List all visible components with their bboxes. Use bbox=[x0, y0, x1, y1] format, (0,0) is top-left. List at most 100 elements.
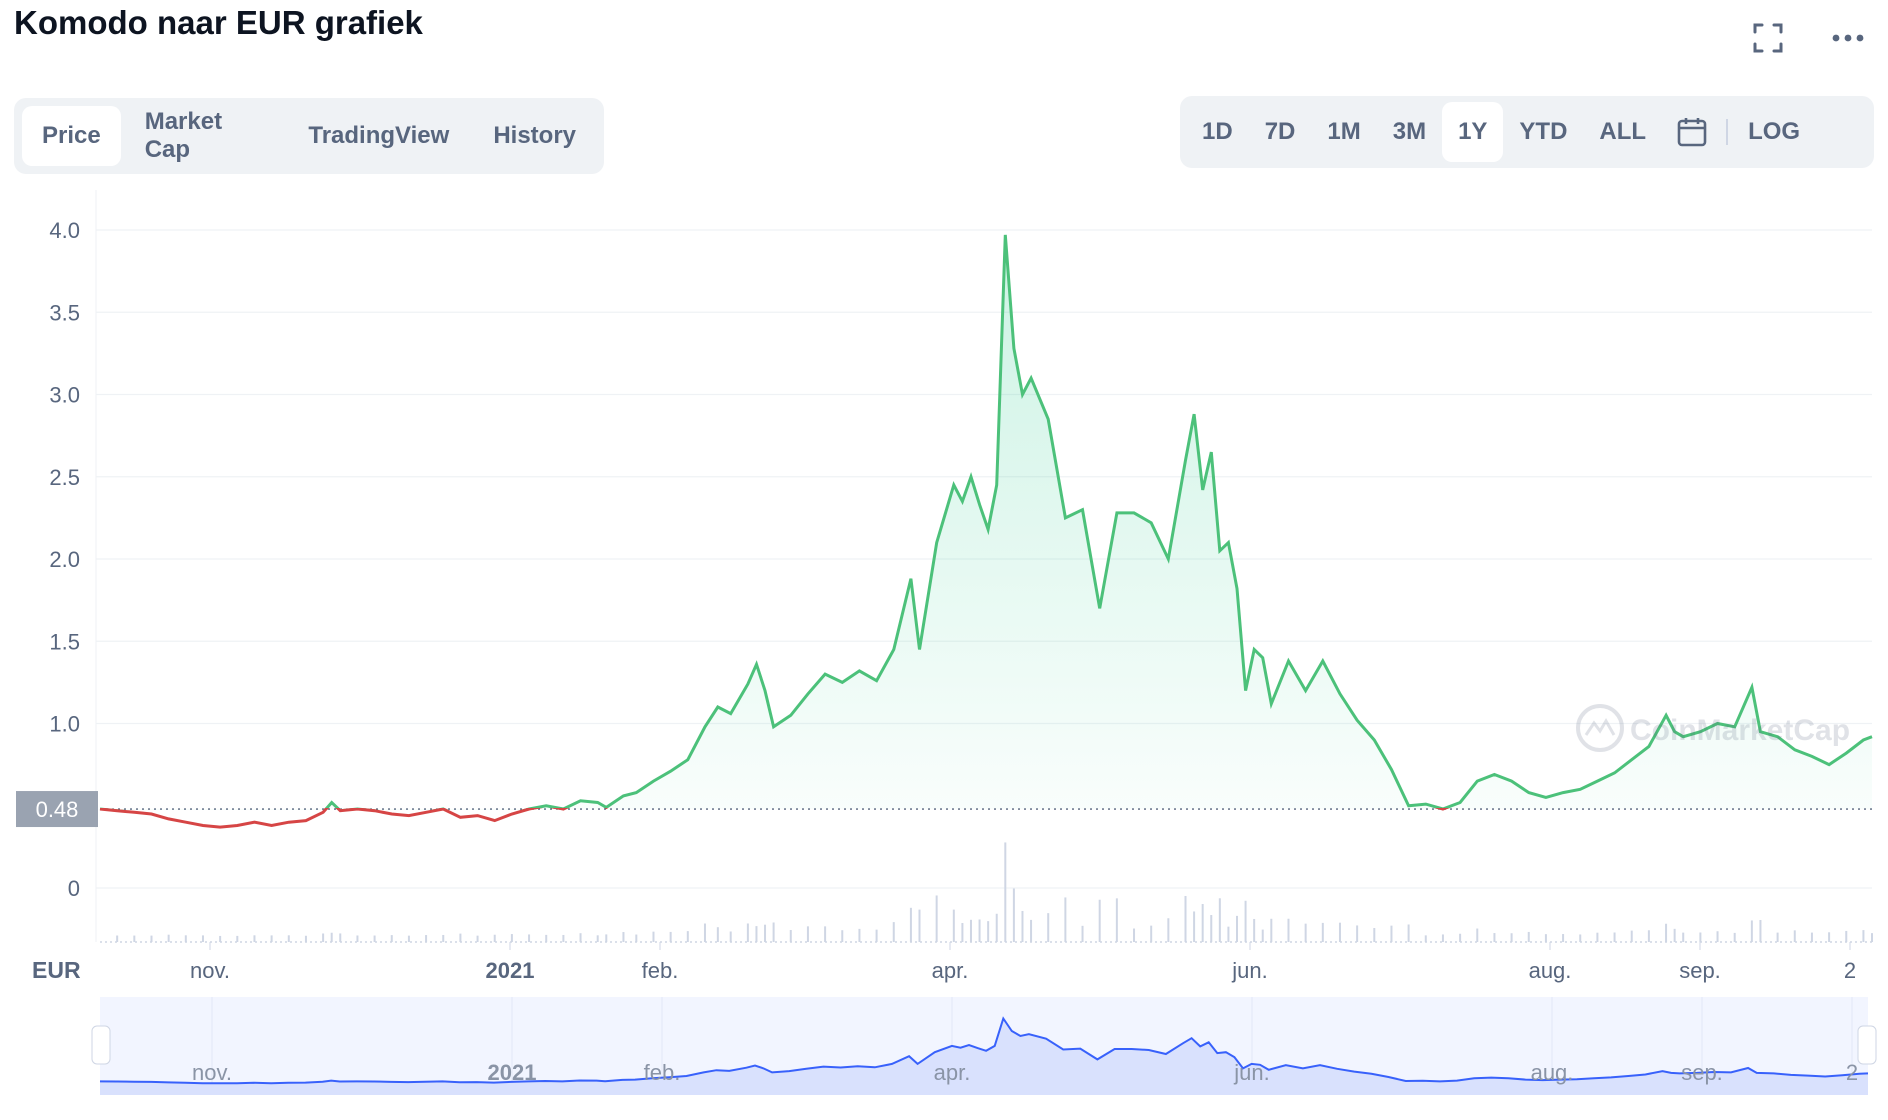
volume-bar bbox=[635, 934, 638, 942]
navigator-tick-label: apr. bbox=[934, 1060, 971, 1085]
volume-bar bbox=[1133, 928, 1136, 942]
fullscreen-icon[interactable] bbox=[1748, 18, 1788, 58]
volume-bar bbox=[1227, 926, 1230, 942]
volume-bar bbox=[789, 929, 792, 942]
volume-bar bbox=[978, 919, 981, 942]
range-all[interactable]: ALL bbox=[1599, 118, 1647, 145]
range-1y[interactable]: 1Y bbox=[1442, 102, 1504, 162]
volume-bar bbox=[1776, 932, 1779, 942]
volume-bar bbox=[1596, 932, 1599, 942]
volume-bar bbox=[1750, 920, 1753, 942]
volume-bar bbox=[1115, 898, 1118, 942]
price-area bbox=[100, 234, 1872, 811]
volume-bar bbox=[1562, 934, 1565, 942]
y-tick-label: 3.0 bbox=[49, 383, 80, 408]
navigator-tick-label: 2021 bbox=[488, 1060, 537, 1085]
volume-bar bbox=[1527, 931, 1530, 942]
range-3m[interactable]: 3M bbox=[1392, 118, 1427, 145]
range-1m[interactable]: 1M bbox=[1327, 118, 1361, 145]
volume-bar bbox=[1682, 932, 1685, 942]
volume-bar bbox=[562, 934, 565, 942]
volume-bar bbox=[304, 935, 307, 942]
x-tick-label: sep. bbox=[1679, 958, 1721, 983]
volume-bar bbox=[1665, 923, 1668, 942]
range-selector: 1D 7D 1M 3M 1Y YTD ALL LOG bbox=[1180, 96, 1874, 168]
volume-bar bbox=[1647, 930, 1650, 942]
x-tick-label: feb. bbox=[642, 958, 679, 983]
volume-bar bbox=[150, 935, 153, 942]
volume-bar bbox=[1098, 899, 1101, 942]
volume-bar bbox=[909, 907, 912, 942]
volume-bar bbox=[493, 934, 496, 942]
volume-bar bbox=[133, 935, 136, 942]
volume-bar bbox=[716, 927, 719, 942]
volume-bar bbox=[1210, 915, 1213, 942]
volume-bar bbox=[1630, 930, 1633, 942]
volume-bar bbox=[875, 929, 878, 942]
volume-bar bbox=[545, 934, 548, 942]
x-tick-label: jun. bbox=[1231, 958, 1267, 983]
volume-bar bbox=[1081, 925, 1084, 942]
tab-history[interactable]: History bbox=[493, 122, 576, 149]
tab-tradingview[interactable]: TradingView bbox=[308, 122, 450, 149]
price-line-above bbox=[99, 234, 1873, 811]
volume-bar bbox=[1184, 895, 1187, 942]
volume-bar bbox=[1579, 934, 1582, 942]
navigator-area bbox=[100, 1018, 1868, 1095]
range-divider bbox=[1726, 119, 1729, 145]
volume-bar bbox=[961, 923, 964, 942]
volume-bar bbox=[1321, 922, 1324, 942]
volume-bar bbox=[1733, 932, 1736, 942]
navigator-tick-label: sep. bbox=[1681, 1060, 1723, 1085]
volume-bar bbox=[1193, 911, 1196, 942]
volume-bar bbox=[1356, 925, 1359, 942]
volume-bar bbox=[1459, 933, 1462, 942]
header-actions bbox=[1748, 18, 1868, 58]
volume-bar bbox=[1021, 910, 1024, 942]
navigator-tick-label: jun. bbox=[1233, 1060, 1269, 1085]
volume-bar bbox=[669, 931, 672, 942]
volume-bar bbox=[1699, 932, 1702, 942]
volume-bar bbox=[1201, 904, 1204, 942]
volume-bar bbox=[969, 919, 972, 942]
volume-bar bbox=[253, 935, 256, 942]
volume-bar bbox=[1270, 918, 1273, 942]
volume-bar bbox=[116, 935, 119, 942]
tab-price[interactable]: Price bbox=[22, 106, 121, 166]
volume-bar bbox=[330, 932, 333, 942]
volume-bar bbox=[1235, 915, 1238, 942]
volume-bar bbox=[184, 935, 187, 942]
volume-bar bbox=[1828, 932, 1831, 942]
volume-bar bbox=[1510, 933, 1513, 942]
volume-bar bbox=[1845, 930, 1848, 942]
range-1d[interactable]: 1D bbox=[1202, 118, 1233, 145]
navigator-handle-right[interactable] bbox=[1857, 1025, 1877, 1065]
volume-bar bbox=[729, 931, 732, 942]
volume-bar bbox=[987, 921, 990, 942]
y-tick-label: 2.0 bbox=[49, 547, 80, 572]
volume-bar bbox=[1047, 913, 1050, 942]
volume-bar bbox=[596, 935, 599, 942]
navigator-ticks: nov. 2021 feb. apr. jun. aug. sep. 2 bbox=[192, 1060, 1858, 1085]
volume-bar bbox=[1064, 897, 1067, 942]
log-toggle-button[interactable]: LOG bbox=[1748, 118, 1801, 145]
currency-label: EUR bbox=[32, 957, 81, 983]
volume-bar bbox=[356, 935, 359, 942]
volume-bar bbox=[1244, 900, 1247, 942]
x-tick-label: aug. bbox=[1529, 958, 1572, 983]
range-7d[interactable]: 7D bbox=[1264, 118, 1296, 145]
volume-bar bbox=[746, 923, 749, 942]
reference-badge: 0.48 bbox=[16, 791, 98, 828]
volume-bar bbox=[1673, 928, 1676, 942]
volume-bar bbox=[1261, 929, 1264, 942]
watermark-logo: CoinMarketCap bbox=[1576, 704, 1850, 752]
tab-market-cap[interactable]: Market Cap bbox=[144, 108, 223, 163]
volume-bar bbox=[270, 935, 273, 942]
navigator-handle-left[interactable] bbox=[91, 1025, 111, 1065]
volume-bar bbox=[1759, 920, 1762, 942]
more-icon[interactable] bbox=[1828, 18, 1868, 58]
range-ytd[interactable]: YTD bbox=[1519, 118, 1568, 145]
calendar-icon[interactable] bbox=[1662, 102, 1722, 162]
volume-bar bbox=[1373, 928, 1376, 942]
navigator[interactable]: nov. 2021 feb. apr. jun. aug. sep. 2 bbox=[91, 997, 1877, 1095]
